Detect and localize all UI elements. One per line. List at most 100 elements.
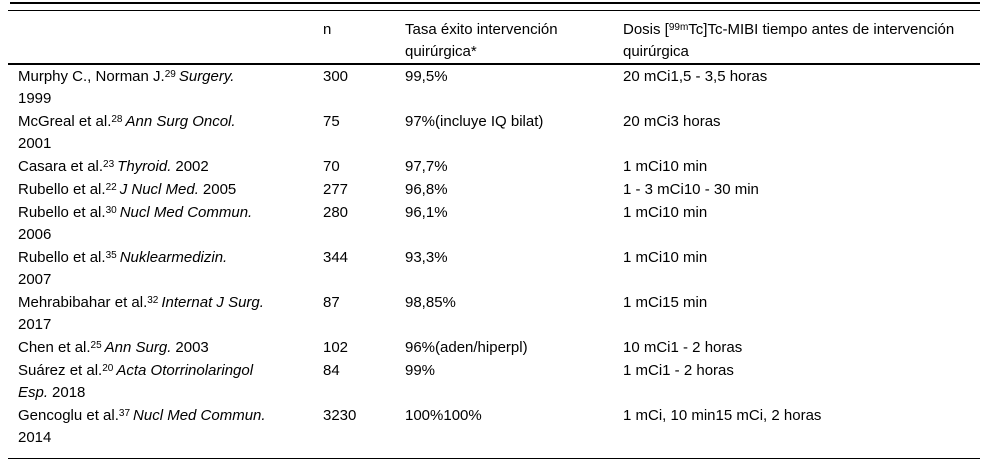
journal-name: Ann Surg Oncol. xyxy=(125,113,236,130)
table-row: Murphy C., Norman J.29 Surgery. 1999 300 9… xyxy=(8,64,980,110)
table-row: Mehrabibahar et al.32 Internat J Surg. 201… xyxy=(8,291,980,336)
journal-name: Nucl Med Commun. xyxy=(133,407,266,424)
study-authors: Mehrabibahar et al. xyxy=(18,294,148,311)
journal-name: Ann Surg. xyxy=(104,339,172,356)
dosis-cell: 1 mCi, 10 min15 mCi, 2 horas xyxy=(623,407,822,424)
study-year: 2001 xyxy=(18,135,52,152)
table-body: Murphy C., Norman J.29 Surgery. 1999 300 9… xyxy=(8,64,980,459)
tasa-cell: 96%(aden/hiperpl) xyxy=(405,339,528,356)
tasa-cell: 96,8% xyxy=(405,181,448,198)
journal-name: Nucl Med Commun. xyxy=(119,204,253,221)
reference-superscript: 32 xyxy=(147,295,159,306)
tasa-cell: 99% xyxy=(405,362,436,379)
study-cell: Gencoglu et al.37 Nucl Med Commun. 2014 xyxy=(8,404,322,459)
study-year: 2018 xyxy=(52,384,86,401)
study-year: 2005 xyxy=(202,181,237,198)
study-authors: Rubello et al. xyxy=(18,204,106,221)
dosis-cell: 1 mCi1 - 2 horas xyxy=(623,362,734,379)
dosis-cell: 1 mCi15 min xyxy=(623,294,708,311)
n-cell: 3230 xyxy=(323,407,357,424)
table-header: n Tasa éxito intervención quirúrgica* Do… xyxy=(8,11,980,65)
dosis-cell: 10 mCi1 - 2 horas xyxy=(623,339,743,356)
header-dosis-prefix: Dosis [ xyxy=(623,21,669,38)
reference-superscript: 28 xyxy=(111,114,123,125)
table-row: Rubello et al.22 J Nucl Med. 2005 277 96,8… xyxy=(8,178,980,201)
dosis-cell: 1 - 3 mCi10 - 30 min xyxy=(623,181,759,198)
journal-name: Nuklearmedizin. xyxy=(119,249,228,266)
study-cell: Suárez et al.20 Acta Otorrinolaringol Esp… xyxy=(8,359,322,404)
journal-name: Internat J Surg. xyxy=(161,294,264,311)
header-tasa: Tasa éxito intervención quirúrgica* xyxy=(405,21,558,60)
n-cell: 87 xyxy=(323,294,340,311)
study-authors: Rubello et al. xyxy=(18,249,106,266)
journal-name: Thyroid. xyxy=(117,158,172,175)
table-row: Gencoglu et al.37 Nucl Med Commun. 2014 32… xyxy=(8,404,980,459)
study-cell: McGreal et al.28 Ann Surg Oncol. 2001 xyxy=(8,110,322,155)
n-cell: 344 xyxy=(323,249,349,266)
header-dosis-suffix: Tc]Tc-MIBI tiempo antes de intervención … xyxy=(623,21,955,60)
journal-name: J Nucl Med. xyxy=(119,181,199,198)
table-row: McGreal et al.28 Ann Surg Oncol. 2001 75 9… xyxy=(8,110,980,155)
n-cell: 70 xyxy=(323,158,340,175)
table-row: Chen et al.25 Ann Surg. 2003 102 96%(aden/… xyxy=(8,336,980,359)
study-year: 2006 xyxy=(18,226,52,243)
journal-name: Acta Otorrinolaringol Esp. xyxy=(18,362,254,401)
reference-superscript: 37 xyxy=(118,408,131,419)
study-year: 1999 xyxy=(18,90,52,107)
study-authors: Chen et al. xyxy=(18,339,91,356)
table-row: Suárez et al.20 Acta Otorrinolaringol Esp… xyxy=(8,359,980,404)
tasa-cell: 99,5% xyxy=(405,68,448,85)
tasa-cell: 93,3% xyxy=(405,249,448,266)
tasa-cell: 97,7% xyxy=(405,158,448,175)
reference-superscript: 30 xyxy=(105,205,117,216)
study-cell: Rubello et al.35 Nuklearmedizin. 2007 xyxy=(8,246,322,291)
dosis-cell: 1 mCi10 min xyxy=(623,204,708,221)
study-authors: Rubello et al. xyxy=(18,181,106,198)
study-authors: Gencoglu et al. xyxy=(18,407,119,424)
study-authors: Suárez et al. xyxy=(18,362,103,379)
tasa-cell: 97%(incluye IQ bilat) xyxy=(405,113,544,130)
study-year: 2002 xyxy=(175,158,209,175)
tasa-cell: 96,1% xyxy=(405,204,448,221)
n-cell: 277 xyxy=(323,181,349,198)
study-cell: Chen et al.25 Ann Surg. 2003 xyxy=(8,336,322,359)
header-n: n xyxy=(323,21,332,38)
table-top-rule xyxy=(10,2,980,4)
dosis-cell: 20 mCi3 horas xyxy=(623,113,721,130)
n-cell: 102 xyxy=(323,339,349,356)
study-cell: Casara et al.23 Thyroid. 2002 xyxy=(8,155,322,178)
header-dosis: Dosis [99mTc]Tc-MIBI tiempo antes de int… xyxy=(622,11,980,65)
study-authors: McGreal et al. xyxy=(18,113,112,130)
study-year: 2014 xyxy=(18,429,52,446)
study-cell: Rubello et al.30 Nucl Med Commun. 2006 xyxy=(8,201,322,246)
table-row: Rubello et al.35 Nuklearmedizin. 2007 344 … xyxy=(8,246,980,291)
table-row: Casara et al.23 Thyroid. 2002 70 97,7% 1 m… xyxy=(8,155,980,178)
study-cell: Rubello et al.22 J Nucl Med. 2005 xyxy=(8,178,322,201)
dosis-cell: 20 mCi1,5 - 3,5 horas xyxy=(623,68,768,85)
n-cell: 300 xyxy=(323,68,349,85)
study-cell: Murphy C., Norman J.29 Surgery. 1999 xyxy=(8,64,322,110)
study-year: 2007 xyxy=(18,271,52,288)
journal-name: Surgery. xyxy=(178,68,235,85)
n-cell: 84 xyxy=(323,362,340,379)
header-row: n Tasa éxito intervención quirúrgica* Do… xyxy=(8,11,980,65)
n-cell: 280 xyxy=(323,204,349,221)
studies-table: n Tasa éxito intervención quirúrgica* Do… xyxy=(8,10,980,459)
study-cell: Mehrabibahar et al.32 Internat J Surg. 201… xyxy=(8,291,322,336)
dosis-cell: 1 mCi10 min xyxy=(623,249,708,266)
study-authors: Casara et al. xyxy=(18,158,104,175)
tasa-cell: 100%100% xyxy=(405,407,482,424)
header-dosis-isotope-superscript: 99m xyxy=(668,22,689,33)
study-year: 2017 xyxy=(18,316,52,333)
reference-superscript: 20 xyxy=(102,363,114,374)
tasa-cell: 98,85% xyxy=(405,294,456,311)
reference-superscript: 25 xyxy=(90,340,102,351)
study-year: 2003 xyxy=(175,339,209,356)
dosis-cell: 1 mCi10 min xyxy=(623,158,708,175)
header-study xyxy=(8,11,322,65)
reference-superscript: 23 xyxy=(103,159,115,170)
reference-superscript: 29 xyxy=(164,69,176,80)
study-authors: Murphy C., Norman J. xyxy=(18,68,165,85)
reference-superscript: 35 xyxy=(105,250,117,261)
